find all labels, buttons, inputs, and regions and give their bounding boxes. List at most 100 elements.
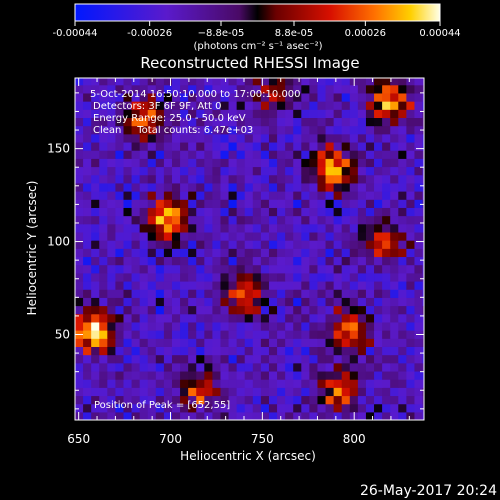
heatmap-cell [131, 84, 141, 94]
heatmap-cell [390, 141, 399, 151]
heatmap-cell [301, 321, 310, 331]
heatmap-cell [293, 346, 302, 356]
heatmap-cell [83, 395, 92, 405]
heatmap-cell [155, 330, 165, 339]
heatmap-cell [317, 289, 327, 298]
heatmap-cell [349, 305, 359, 315]
heatmap-cell [163, 207, 173, 217]
heatmap-cell [99, 354, 108, 364]
heatmap-cell [188, 117, 197, 127]
heatmap-cell [382, 280, 391, 290]
heatmap-cell [236, 387, 246, 397]
heatmap-cell [244, 305, 254, 315]
colorbar [74, 3, 441, 22]
heatmap-cell [244, 117, 254, 127]
heatmap-cell [365, 297, 375, 307]
heatmap-cell [398, 354, 407, 364]
heatmap-cell [277, 182, 286, 192]
x-tick-label: 750 [251, 432, 274, 446]
heatmap-cell [268, 321, 278, 331]
heatmap-cell [236, 289, 246, 298]
heatmap-cell [107, 166, 117, 176]
heatmap-cell [244, 411, 254, 420]
heatmap-cell [107, 362, 117, 372]
heatmap-cell [268, 133, 278, 143]
heatmap-cell [75, 109, 84, 119]
heatmap-cell [252, 78, 262, 86]
heatmap-cell [390, 289, 399, 298]
heatmap-cell [293, 387, 302, 397]
heatmap-cell [107, 174, 117, 184]
heatmap-cell [115, 133, 125, 143]
heatmap-cell [236, 199, 246, 208]
heatmap-cell [406, 256, 416, 266]
heatmap-cell [123, 158, 133, 168]
heatmap-cell [171, 150, 181, 159]
heatmap-cell [75, 199, 84, 208]
heatmap-cell [357, 166, 367, 176]
heatmap-cell [349, 321, 359, 331]
heatmap-cell [147, 387, 157, 397]
heatmap-cell [398, 248, 407, 258]
heatmap-cell [341, 395, 351, 405]
heatmap-cell [317, 158, 327, 168]
heatmap-cell [406, 117, 416, 127]
heatmap-cell [83, 346, 92, 356]
heatmap-cell [349, 403, 359, 413]
heatmap-cell [309, 133, 319, 143]
heatmap-cell [83, 264, 92, 274]
heatmap-cell [325, 272, 335, 282]
heatmap-cell [228, 92, 238, 102]
heatmap-cell [155, 133, 165, 143]
heatmap-cell [382, 411, 391, 420]
heatmap-cell [75, 280, 84, 290]
heatmap-cell [244, 379, 254, 388]
heatmap-cell [374, 125, 383, 135]
heatmap-cell [252, 379, 262, 388]
heatmap-cell [220, 166, 230, 176]
heatmap-cell [252, 207, 262, 217]
heatmap-cell [83, 387, 92, 397]
heatmap-cell [398, 182, 407, 192]
heatmap-cell [99, 101, 108, 110]
heatmap-cell [171, 403, 181, 413]
heatmap-cell [99, 166, 108, 176]
heatmap-cell [374, 78, 383, 86]
heatmap-cell [349, 289, 359, 298]
heatmap-cell [163, 395, 173, 405]
heatmap-cell [244, 346, 254, 356]
heatmap-cell [357, 141, 367, 151]
heatmap-cell [236, 158, 246, 168]
heatmap-cell [188, 379, 197, 388]
heatmap-cell [123, 84, 133, 94]
heatmap-cell [374, 166, 383, 176]
heatmap-cell [309, 166, 319, 176]
heatmap-cell [155, 264, 165, 274]
heatmap-cell [252, 240, 262, 249]
heatmap-cell [91, 199, 100, 208]
heatmap-cell [422, 305, 424, 315]
heatmap-cell [180, 231, 189, 241]
heatmap-cell [99, 395, 108, 405]
heatmap-cell [301, 264, 310, 274]
heatmap-cell [390, 305, 399, 315]
heatmap-cell [244, 150, 254, 159]
heatmap-cell [220, 370, 230, 380]
heatmap-cell [196, 158, 205, 168]
heatmap-cell [252, 280, 262, 290]
heatmap-cell [277, 158, 286, 168]
heatmap-cell [317, 133, 327, 143]
heatmap-cell [285, 78, 294, 86]
heatmap-cell [99, 256, 108, 266]
heatmap-cell [244, 289, 254, 298]
heatmap-cell [317, 84, 327, 94]
heatmap-cell [357, 223, 367, 233]
heatmap-cell [357, 362, 367, 372]
heatmap-cell [75, 101, 84, 110]
heatmap-cell [180, 117, 189, 127]
annotation-time: 5-Oct-2014 16:50:10.000 to 17:00:10.000 [90, 89, 301, 100]
heatmap-cell [374, 370, 383, 380]
heatmap-cell [228, 125, 238, 135]
heatmap-cell [422, 354, 424, 364]
heatmap-cell [349, 338, 359, 347]
